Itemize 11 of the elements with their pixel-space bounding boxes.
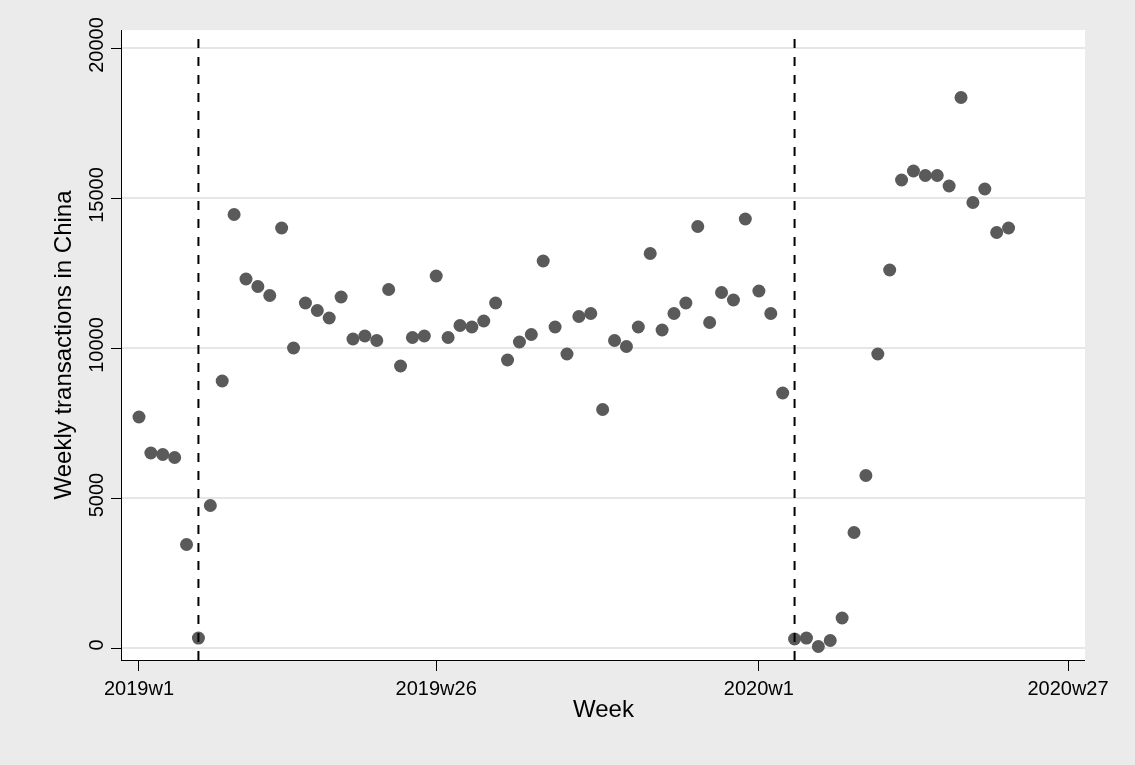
y-tick-label: 15000	[85, 167, 107, 223]
y-tick-label: 0	[85, 639, 107, 651]
y-tick-label: 10000	[85, 317, 107, 373]
x-tick-label: 2020w1	[723, 677, 794, 699]
x-axis-title: Week	[573, 695, 635, 723]
x-tick-label: 2020w27	[1027, 677, 1109, 699]
y-tick-label: 5000	[85, 472, 107, 518]
x-tick-label: 2019w26	[395, 677, 477, 699]
y-axis-title: Weekly transactions in China	[49, 189, 77, 500]
x-tick-label: 2019w1	[103, 677, 175, 699]
y-tick-label: 20000	[85, 17, 107, 73]
